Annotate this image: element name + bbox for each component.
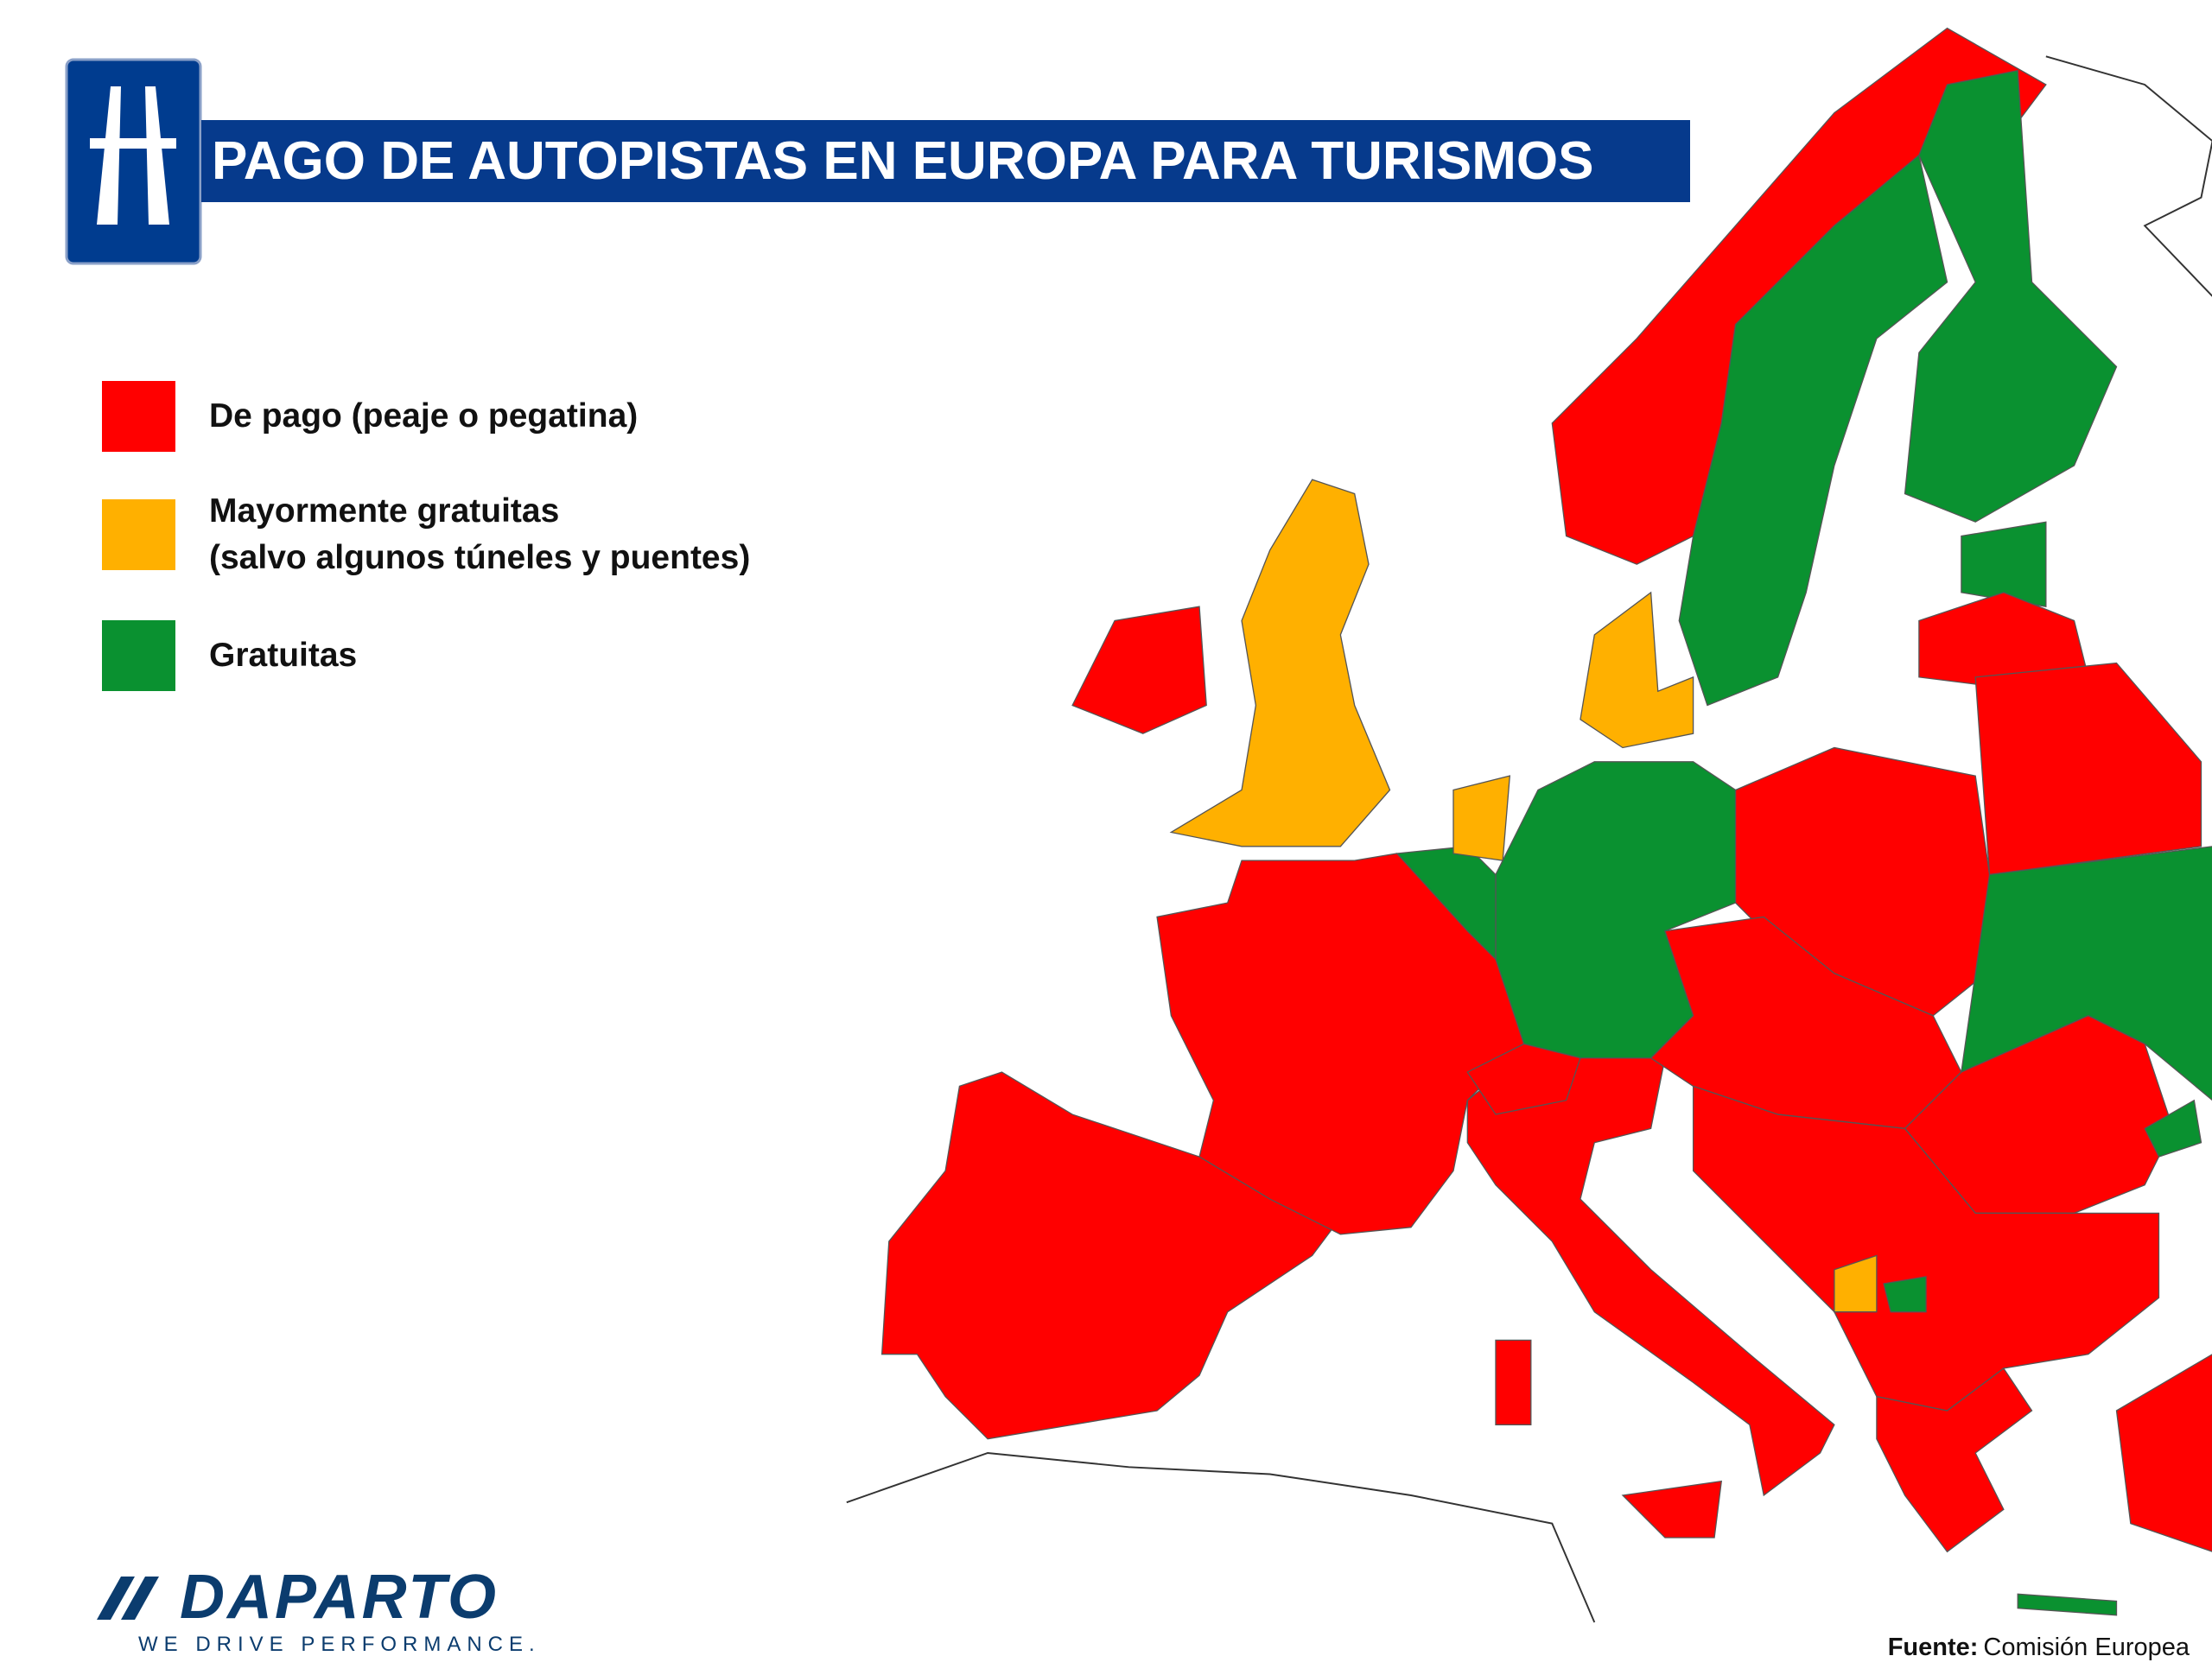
country [2017, 1593, 2118, 1616]
country [1452, 775, 1511, 861]
country [1883, 1276, 1927, 1313]
country [1834, 1254, 1878, 1313]
source: Fuente: Comisión Europea [1888, 1634, 2190, 1662]
logo-tagline: WE DRIVE PERFORMANCE. [138, 1633, 541, 1656]
country [1876, 1367, 2033, 1553]
europe [846, 27, 2212, 1623]
legend-label: (salvo algunos túneles y puentes) [209, 539, 751, 576]
country [1961, 521, 2047, 607]
africa-coast [846, 1451, 1596, 1623]
title: PAGO DE AUTOPISTAS EN EUROPA PARA TURISM… [201, 120, 1690, 202]
country [1692, 1085, 2160, 1412]
country [1621, 1480, 1723, 1539]
country [1071, 606, 1207, 734]
country [880, 1071, 1335, 1440]
legend-label: Mayormente gratuitas [209, 492, 560, 530]
country [1169, 479, 1391, 847]
legend-swatch [102, 499, 175, 570]
country [1580, 591, 1694, 749]
country [2115, 1354, 2212, 1552]
source-text: Comisión Europea [1983, 1634, 2190, 1661]
legend-label: Gratuitas [209, 637, 358, 674]
logo-name: DAPARTO [180, 1563, 499, 1632]
country [1466, 1043, 1581, 1115]
country [2144, 1099, 2202, 1158]
source-label: Fuente: [1887, 1634, 1979, 1661]
legend-swatch [102, 381, 175, 452]
legend-swatch [102, 620, 175, 691]
legend-label: De pago (peaje o pegatina) [209, 397, 639, 435]
logo-mark [97, 1577, 159, 1620]
country [1974, 662, 2202, 876]
country [1904, 69, 2118, 523]
country [1678, 154, 1948, 707]
country [1495, 1339, 1532, 1425]
russia-coast [2045, 55, 2212, 297]
motorway-sign [65, 58, 202, 265]
